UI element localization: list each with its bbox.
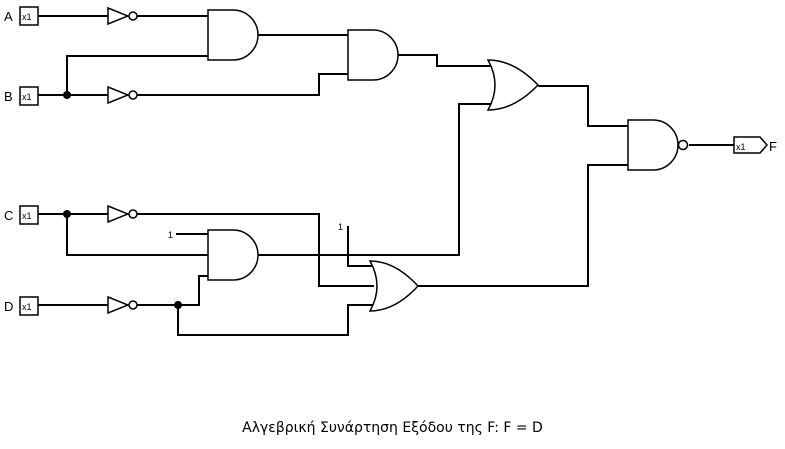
input-label-a: A <box>4 9 13 24</box>
input-label-c: C <box>4 208 13 223</box>
wire-const-to-or2 <box>347 226 374 267</box>
const-label-and3: 1 <box>168 230 173 240</box>
input-pin-c[interactable]: C x1 <box>4 205 39 225</box>
and-gate-2 <box>347 29 399 81</box>
junction-dot-c <box>63 210 71 218</box>
and-gate-1 <box>207 9 259 61</box>
wire-notc-to-or2 <box>137 213 374 287</box>
not-gate-d <box>107 295 138 315</box>
wire-notb-to-and2 <box>137 73 348 96</box>
nand-gate <box>627 119 689 171</box>
input-pin-a[interactable]: A x1 <box>4 6 39 26</box>
wire-and3-to-or1 <box>258 103 492 256</box>
output-function-caption: Αλγεβρική Συνάρτηση Εξόδου της F: F = D <box>242 420 543 436</box>
output-label-f: F <box>769 139 777 154</box>
not-gate-a <box>107 6 138 26</box>
const-label-or2: 1 <box>338 222 343 232</box>
output-tag-f: x1 <box>736 142 746 152</box>
or-gate-2 <box>368 260 420 312</box>
output-pin-f: x1 F <box>733 136 777 154</box>
not-gate-c <box>107 204 138 224</box>
input-tag-c: x1 <box>22 211 32 221</box>
wire-notd-to-and3 <box>137 275 208 306</box>
wires <box>38 15 734 336</box>
wire-or2-to-nand <box>418 164 628 287</box>
input-label-d: D <box>4 299 13 314</box>
junction-dot-d <box>174 301 182 309</box>
wire-c-branch-to-and3 <box>66 214 208 256</box>
input-label-b: B <box>4 89 13 104</box>
wire-and2-to-or1 <box>398 54 492 67</box>
wire-notd-branch-to-or2 <box>177 304 374 336</box>
input-tag-b: x1 <box>22 92 32 102</box>
not-gate-b <box>107 85 138 105</box>
input-pin-b[interactable]: B x1 <box>4 86 39 106</box>
and-gate-3 <box>207 229 259 281</box>
junctions <box>63 91 182 309</box>
wire-b-branch-to-and1 <box>66 55 208 95</box>
input-tag-a: x1 <box>22 12 32 22</box>
input-pin-d[interactable]: D x1 <box>4 296 39 316</box>
or-gate-1 <box>486 59 540 111</box>
wire-or1-to-nand <box>538 85 628 127</box>
input-tag-d: x1 <box>22 302 32 312</box>
junction-dot-b <box>63 91 71 99</box>
